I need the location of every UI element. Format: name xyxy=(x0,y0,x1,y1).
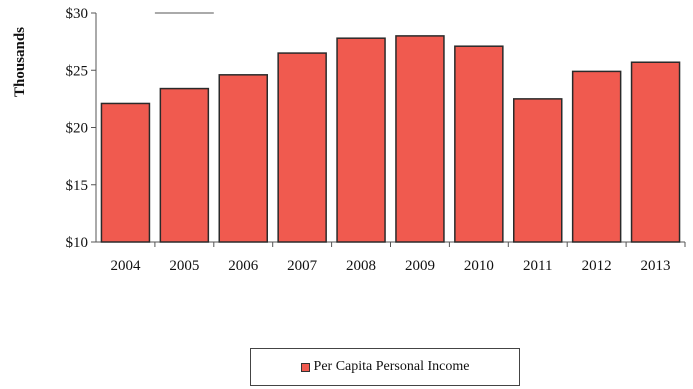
bar-2013 xyxy=(630,61,681,243)
bar-2012 xyxy=(571,70,622,243)
y-tick-label: $20 xyxy=(66,121,89,137)
chart-legend: Per Capita Personal Income xyxy=(250,348,520,386)
legend-label: Per Capita Personal Income xyxy=(313,359,470,374)
y-tick-label: $10 xyxy=(66,235,89,251)
legend-swatch xyxy=(300,362,310,372)
bar-2010 xyxy=(454,45,504,243)
chart-bars xyxy=(100,35,681,243)
x-tick-label: 2011 xyxy=(523,258,552,274)
bar-2006 xyxy=(218,74,268,243)
x-tick-label: 2012 xyxy=(582,258,612,274)
y-tick-label: $30 xyxy=(66,6,89,22)
y-tick-label: $25 xyxy=(66,63,89,79)
x-tick-label: 2004 xyxy=(110,258,141,274)
x-tick-label: 2007 xyxy=(287,258,318,274)
x-axis-ticks: 2004 2005 2006 2007 2008 2009 2010 2011 2012 2013 xyxy=(110,242,686,274)
y-axis-label: Thousands xyxy=(12,27,28,97)
bar-2004 xyxy=(100,102,151,243)
x-tick-label: 2009 xyxy=(405,258,435,274)
x-tick-label: 2006 xyxy=(228,258,259,274)
bar-2007 xyxy=(277,52,327,243)
x-tick-label: 2005 xyxy=(169,258,199,274)
bar-2005 xyxy=(159,87,210,243)
bar-2008 xyxy=(336,37,386,243)
bar-2009 xyxy=(395,35,445,243)
bar-2011 xyxy=(513,98,563,243)
x-tick-label: 2010 xyxy=(464,258,494,274)
x-tick-label: 2008 xyxy=(346,258,376,274)
y-tick-label: $15 xyxy=(66,178,89,194)
y-axis-ticks: $10 $15 $20 $25 $30 xyxy=(66,6,96,251)
x-tick-label: 2013 xyxy=(641,258,671,274)
